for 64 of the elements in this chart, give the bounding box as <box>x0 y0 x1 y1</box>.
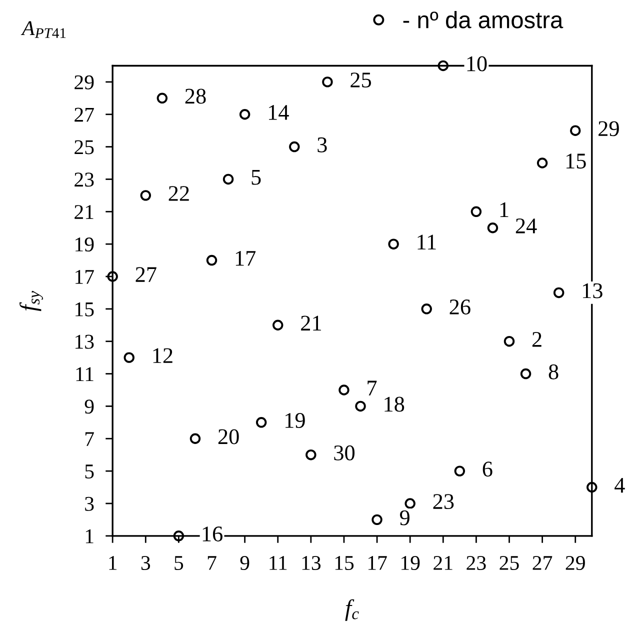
chart-title: A$_{PT41}$ <box>20 21 66 38</box>
y-tick-label: 5 <box>85 464 94 478</box>
annotation: 1 <box>500 202 508 217</box>
x-tick-label: 21 <box>434 556 452 570</box>
annotation: 8 <box>548 364 558 380</box>
y-tick-label: 11 <box>76 367 94 382</box>
annotation: 27 <box>136 267 156 282</box>
annotation: 18 <box>384 396 404 412</box>
annotation: 10 <box>467 56 487 72</box>
y-tick-label: 17 <box>76 270 94 284</box>
y-tick-label: 23 <box>74 172 94 187</box>
annotation: 26 <box>450 300 470 314</box>
x-tick-label: 1 <box>109 556 117 570</box>
y-tick-label: 3 <box>85 496 94 511</box>
y-tick-label: 7 <box>85 432 94 446</box>
annotation: 16 <box>202 526 222 542</box>
annotation: 3 <box>318 137 327 152</box>
y-tick-label: 21 <box>74 205 94 219</box>
annotation: 21 <box>301 316 321 330</box>
annotation: 23 <box>433 494 454 510</box>
x-tick-label: 5 <box>174 556 184 570</box>
annotation: 19 <box>286 413 305 428</box>
annotation: 14 <box>268 105 289 120</box>
annotation: 12 <box>153 348 172 363</box>
x-tick-label: 9 <box>240 556 250 570</box>
x-tick-label: 17 <box>368 556 387 570</box>
x-tick-label: 23 <box>466 556 486 570</box>
x-axis-title: f$_{c}$ <box>345 599 359 621</box>
x-tick-label: 15 <box>335 556 354 570</box>
annotation: 17 <box>236 250 256 266</box>
y-tick-label: 29 <box>74 75 94 90</box>
x-tick-label: 25 <box>500 556 519 570</box>
annotation: 2 <box>532 332 542 347</box>
annotation: 22 <box>168 186 189 201</box>
x-tick-label: 29 <box>566 556 585 570</box>
y-tick-label: 27 <box>74 108 94 122</box>
x-tick-label: 11 <box>270 556 287 570</box>
x-tick-label: 7 <box>208 556 216 570</box>
y-tick-label: 25 <box>74 140 94 154</box>
y-tick-label: 19 <box>76 238 94 252</box>
x-tick-label: 27 <box>532 556 552 570</box>
annotation: 25 <box>350 72 372 88</box>
annotation: 20 <box>218 429 239 444</box>
annotation: 15 <box>566 154 586 169</box>
annotation: 6 <box>482 462 492 477</box>
x-tick-label: 3 <box>141 556 150 570</box>
annotation: 4 <box>614 478 625 493</box>
annotation: 11 <box>418 234 436 250</box>
annotation: 5 <box>252 170 261 185</box>
y-tick-label: 9 <box>84 400 94 414</box>
annotation: 30 <box>334 445 355 460</box>
annotation: 7 <box>368 380 377 396</box>
y-axis-title: f$_{sy}$ <box>20 290 43 312</box>
x-tick-label: 13 <box>302 556 321 570</box>
annotation: 28 <box>185 88 206 104</box>
y-tick-label: 13 <box>76 334 94 349</box>
y-tick-label: 15 <box>76 302 94 316</box>
annotation: 24 <box>516 218 537 234</box>
annotation: 29 <box>598 121 619 136</box>
y-tick-label: 1 <box>86 529 94 544</box>
annotation: 13 <box>583 283 602 298</box>
x-tick-label: 19 <box>402 556 420 570</box>
annotation: 9 <box>400 510 410 526</box>
legend-label: - nº da amostra <box>403 11 564 28</box>
